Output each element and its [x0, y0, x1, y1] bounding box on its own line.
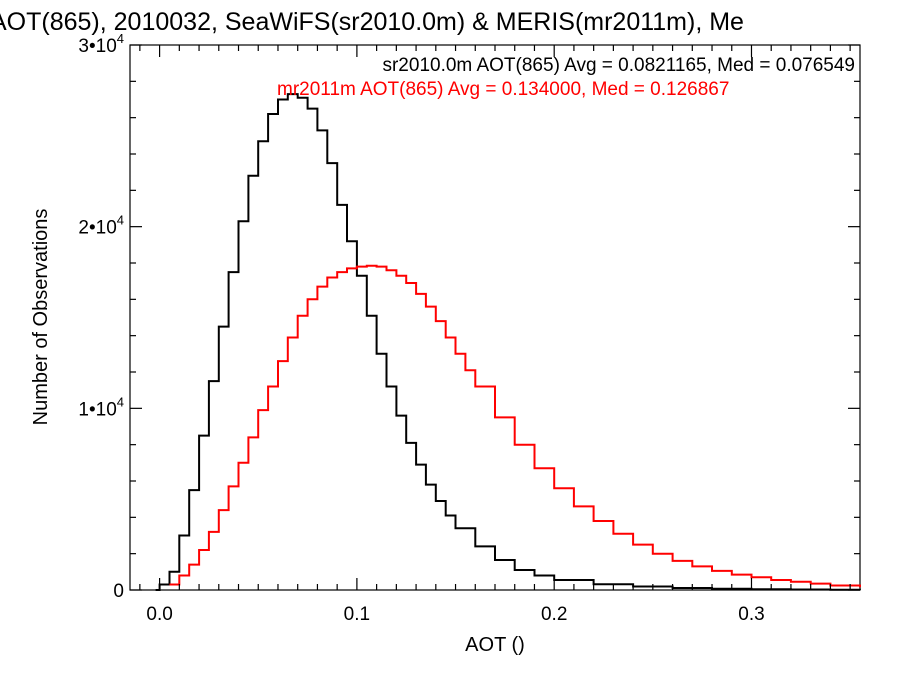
x-tick-label: 0.1: [344, 604, 370, 625]
axes-layer: 0.0 0.1 0.2 0.3 0 1•104 2•104 3•104: [78, 31, 860, 625]
series-layer: [155, 93, 861, 591]
chart-title: AOT(865), 2010032, SeaWiFS(sr2010.0m) & …: [0, 8, 744, 36]
y-tick-label: 3•104: [78, 31, 124, 57]
x-tick-label: 0.2: [541, 604, 567, 625]
legend: sr2010.0m AOT(865) Avg = 0.0821165, Med …: [277, 55, 855, 100]
x-tick-label: 0.0: [146, 604, 172, 625]
series-line-red: [169, 264, 861, 588]
y-tick-label: 1•104: [78, 394, 124, 420]
x-tick-label: 0.3: [738, 604, 764, 625]
y-axis-label: Number of Observations: [30, 209, 52, 426]
y-tick-label: 0: [113, 581, 124, 602]
y-tick-label: 2•104: [78, 213, 124, 239]
series-line-black: [155, 93, 861, 591]
x-axis-label: AOT (): [465, 634, 525, 656]
legend-entry-red: mr2011m AOT(865) Avg = 0.134000, Med = 0…: [277, 79, 729, 100]
legend-entry-black: sr2010.0m AOT(865) Avg = 0.0821165, Med …: [382, 55, 855, 76]
plot-frame: [129, 44, 861, 591]
